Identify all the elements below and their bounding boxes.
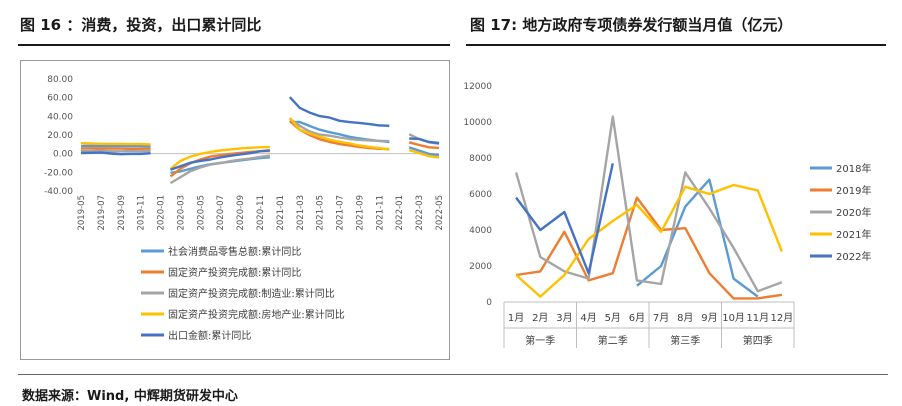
y-tick-label: 8000 bbox=[469, 154, 492, 164]
x-tick-label: 2021-09 bbox=[355, 195, 365, 231]
legend-label-4: 2021年 bbox=[836, 228, 871, 241]
legend-label-3: 2020年 bbox=[836, 206, 871, 219]
x-category-label: 3月 bbox=[556, 312, 572, 324]
x-category-label: 12月 bbox=[771, 312, 794, 324]
fig16-title: 图 16 ：消费，投资，出口累计同比 bbox=[20, 16, 262, 34]
source-note: 数据来源：Wind, 中辉期货研发中心 bbox=[22, 389, 238, 404]
x-tick-label: 2021-03 bbox=[296, 195, 306, 231]
x-category-label: 10月 bbox=[722, 312, 745, 324]
series-line-5 bbox=[80, 96, 440, 171]
x-category-label: 8月 bbox=[677, 312, 693, 324]
legend-label-5: 出口金额:累计同比 bbox=[168, 329, 251, 342]
y-tick-label: 40.00 bbox=[47, 112, 73, 122]
fig17-title: 图 17: 地方政府专项债券发行额当月值（亿元） bbox=[470, 16, 793, 34]
legend-label-5: 2022年 bbox=[836, 250, 871, 263]
x-tick-label: 2022-05 bbox=[435, 195, 445, 231]
x-tick-label: 2020-09 bbox=[236, 195, 246, 231]
y-tick-label: -20.00 bbox=[44, 168, 73, 178]
x-category-label: 7月 bbox=[653, 312, 669, 324]
x-category-label: 5月 bbox=[605, 312, 621, 324]
y-tick-label: 10000 bbox=[463, 118, 492, 128]
legend-label-4: 固定资产投资完成额:房地产业:累计同比 bbox=[168, 308, 345, 321]
x-tick-label: 2020-11 bbox=[256, 195, 266, 231]
x-tick-label: 2020-07 bbox=[216, 195, 226, 231]
group-label: 第一季 bbox=[525, 334, 555, 347]
series-line-4 bbox=[80, 117, 440, 170]
legend-label-3: 固定资产投资完成额:制造业:累计同比 bbox=[168, 287, 335, 300]
y-tick-label: 60.00 bbox=[47, 94, 73, 104]
x-tick-label: 2021-05 bbox=[316, 195, 326, 231]
fig16-title-rule bbox=[18, 44, 450, 46]
x-category-label: 11月 bbox=[746, 312, 769, 324]
fig17-panel: 12000 10000 8000 6000 4000 2000 0 1月 2月 3月 4月 5月 6月 7… bbox=[458, 60, 898, 360]
series-line-2 bbox=[80, 120, 440, 178]
legend-label-1: 社会消费品零售总额:累计同比 bbox=[168, 245, 301, 258]
series-line-5 bbox=[515, 163, 614, 275]
y-tick-label: 2000 bbox=[469, 262, 492, 272]
series-line-2 bbox=[515, 196, 783, 300]
y-tick-label: 4000 bbox=[469, 226, 492, 236]
y-tick-label: 0 bbox=[486, 298, 492, 308]
legend-label-2: 2019年 bbox=[836, 184, 871, 197]
x-tick-label: 2019-07 bbox=[97, 195, 107, 231]
x-tick-label: 2019-11 bbox=[137, 195, 147, 231]
x-tick-label: 2021-07 bbox=[336, 195, 346, 231]
x-category-label: 6月 bbox=[629, 312, 645, 324]
fig17-chart: 12000 10000 8000 6000 4000 2000 0 1月 2月 3月 4月 5月 6月 7… bbox=[463, 82, 871, 348]
x-category-label: 4月 bbox=[580, 312, 596, 324]
legend-label-2: 固定资产投资完成额:累计同比 bbox=[168, 266, 301, 279]
series-line-3 bbox=[80, 117, 440, 185]
y-tick-label: 6000 bbox=[469, 190, 492, 200]
x-tick-label: 2021-01 bbox=[276, 195, 286, 231]
y-tick-label: -40.00 bbox=[44, 187, 73, 197]
x-tick-label: 2021-11 bbox=[375, 195, 385, 231]
group-label: 第二季 bbox=[598, 334, 628, 347]
x-tick-label: 2022-01 bbox=[395, 195, 405, 231]
x-tick-label: 2020-05 bbox=[196, 195, 206, 231]
source-rule bbox=[18, 374, 888, 375]
x-tick-label: 2019-09 bbox=[117, 195, 127, 231]
y-tick-label: 12000 bbox=[463, 82, 492, 92]
x-tick-label: 2020-01 bbox=[157, 195, 167, 231]
x-tick-label: 2019-05 bbox=[77, 195, 87, 231]
x-tick-label: 2020-03 bbox=[176, 195, 186, 231]
x-category-label: 9月 bbox=[701, 312, 717, 324]
fig16-panel: 80.00 60.00 40.00 20.00 0.00 -20.00 -40.00 2019… bbox=[20, 60, 450, 360]
y-tick-label: 20.00 bbox=[47, 131, 73, 141]
fig16-chart: 80.00 60.00 40.00 20.00 0.00 -20.00 -40.00 2019… bbox=[44, 75, 445, 342]
x-tick-label: 2022-03 bbox=[415, 195, 425, 231]
x-category-label: 1月 bbox=[508, 312, 524, 324]
series-line-1 bbox=[636, 178, 759, 298]
y-tick-label: 80.00 bbox=[47, 75, 73, 85]
fig17-title-rule bbox=[466, 44, 886, 46]
group-label: 第四季 bbox=[743, 334, 773, 347]
y-tick-label: 0.00 bbox=[53, 150, 73, 160]
series-line-4 bbox=[515, 183, 784, 298]
legend-label-1: 2018年 bbox=[836, 162, 871, 175]
group-label: 第三季 bbox=[670, 334, 700, 347]
x-category-label: 2月 bbox=[532, 312, 548, 324]
series-line-3 bbox=[514, 115, 783, 293]
